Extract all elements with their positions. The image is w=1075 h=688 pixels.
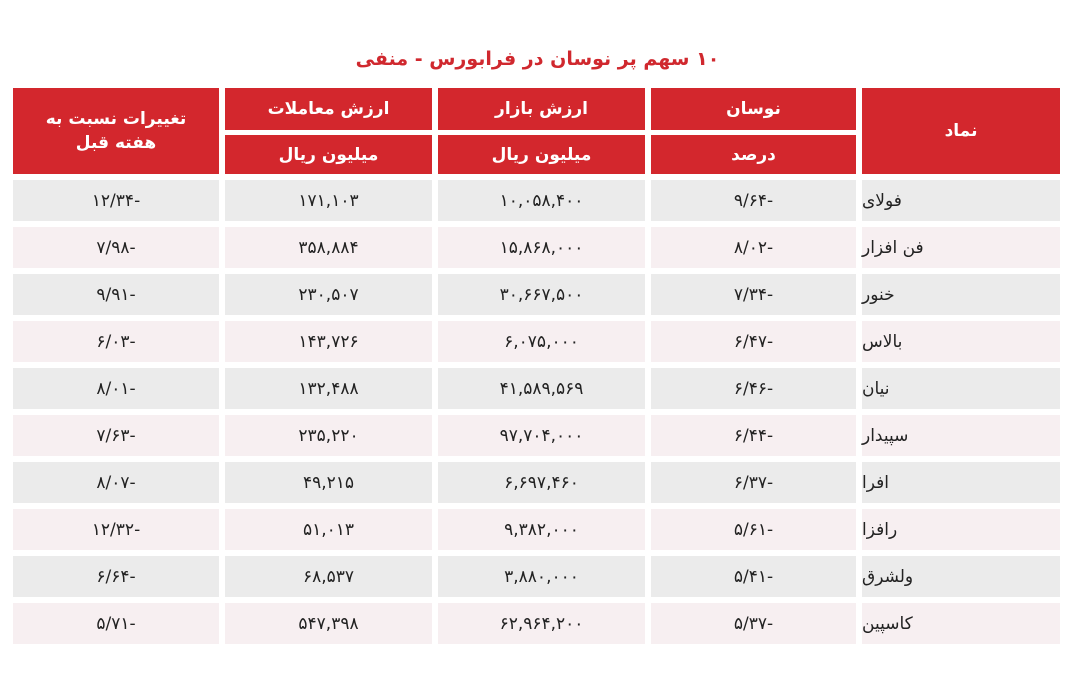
cell-weekly-change: -۸/۰۷ <box>13 462 219 503</box>
cell-symbol: نیان <box>862 368 1060 409</box>
cell-weekly-change: -۶/۰۳ <box>13 321 219 362</box>
cell-trade-value: ۵۱,۰۱۳ <box>225 509 432 550</box>
cell-weekly-change: -۷/۶۳ <box>13 415 219 456</box>
cell-weekly-change: -۵/۷۱ <box>13 603 219 644</box>
cell-trade-value: ۱۷۱,۱۰۳ <box>225 180 432 221</box>
cell-market-value: ۶,۰۷۵,۰۰۰ <box>438 321 645 362</box>
cell-weekly-change: -۷/۹۸ <box>13 227 219 268</box>
cell-symbol: سپیدار <box>862 415 1060 456</box>
cell-market-value: ۹۷,۷۰۴,۰۰۰ <box>438 415 645 456</box>
header-volatility: نوسان <box>651 88 856 130</box>
cell-volatility: -۷/۳۴ <box>651 274 856 315</box>
cell-weekly-change: -۱۲/۳۲ <box>13 509 219 550</box>
header-weekly-change: تغییرات نسبت به هفته قبل <box>13 88 219 174</box>
cell-weekly-change: -۸/۰۱ <box>13 368 219 409</box>
cell-volatility: -۵/۳۷ <box>651 603 856 644</box>
cell-symbol: خنور <box>862 274 1060 315</box>
cell-volatility: -۶/۴۷ <box>651 321 856 362</box>
cell-volatility: -۵/۴۱ <box>651 556 856 597</box>
cell-volatility: -۶/۴۴ <box>651 415 856 456</box>
cell-market-value: ۳۰,۶۶۷,۵۰۰ <box>438 274 645 315</box>
cell-trade-value: ۵۴۷,۳۹۸ <box>225 603 432 644</box>
header-symbol: نماد <box>862 88 1060 174</box>
cell-market-value: ۱۰,۰۵۸,۴۰۰ <box>438 180 645 221</box>
cell-symbol: فن افزار <box>862 227 1060 268</box>
header-trade-value-unit: میلیون ریال <box>225 135 432 174</box>
cell-volatility: -۵/۶۱ <box>651 509 856 550</box>
cell-market-value: ۱۵,۸۶۸,۰۰۰ <box>438 227 645 268</box>
header-market-value-unit: میلیون ریال <box>438 135 645 174</box>
cell-market-value: ۳,۸۸۰,۰۰۰ <box>438 556 645 597</box>
cell-volatility: -۶/۴۶ <box>651 368 856 409</box>
cell-weekly-change: -۱۲/۳۴ <box>13 180 219 221</box>
cell-symbol: فولای <box>862 180 1060 221</box>
cell-market-value: ۶,۶۹۷,۴۶۰ <box>438 462 645 503</box>
cell-symbol: افرا <box>862 462 1060 503</box>
cell-market-value: ۹,۳۸۲,۰۰۰ <box>438 509 645 550</box>
cell-symbol: ولشرق <box>862 556 1060 597</box>
cell-symbol: کاسپین <box>862 603 1060 644</box>
header-market-value: ارزش بازار <box>438 88 645 130</box>
cell-weekly-change: -۹/۹۱ <box>13 274 219 315</box>
cell-volatility: -۶/۳۷ <box>651 462 856 503</box>
cell-symbol: رافزا <box>862 509 1060 550</box>
cell-trade-value: ۳۵۸,۸۸۴ <box>225 227 432 268</box>
cell-trade-value: ۲۳۰,۵۰۷ <box>225 274 432 315</box>
cell-volatility: -۸/۰۲ <box>651 227 856 268</box>
cell-volatility: -۹/۶۴ <box>651 180 856 221</box>
header-trade-value: ارزش معاملات <box>225 88 432 130</box>
cell-trade-value: ۱۴۳,۷۲۶ <box>225 321 432 362</box>
cell-trade-value: ۱۳۲,۴۸۸ <box>225 368 432 409</box>
cell-trade-value: ۲۳۵,۲۲۰ <box>225 415 432 456</box>
cell-trade-value: ۶۸,۵۳۷ <box>225 556 432 597</box>
cell-symbol: بالاس <box>862 321 1060 362</box>
cell-trade-value: ۴۹,۲۱۵ <box>225 462 432 503</box>
cell-market-value: ۶۲,۹۶۴,۲۰۰ <box>438 603 645 644</box>
table-title: ۱۰ سهم پر نوسان در فرابورس - منفی <box>355 48 720 70</box>
header-volatility-unit: درصد <box>651 135 856 174</box>
cell-weekly-change: -۶/۶۴ <box>13 556 219 597</box>
cell-market-value: ۴۱,۵۸۹,۵۶۹ <box>438 368 645 409</box>
